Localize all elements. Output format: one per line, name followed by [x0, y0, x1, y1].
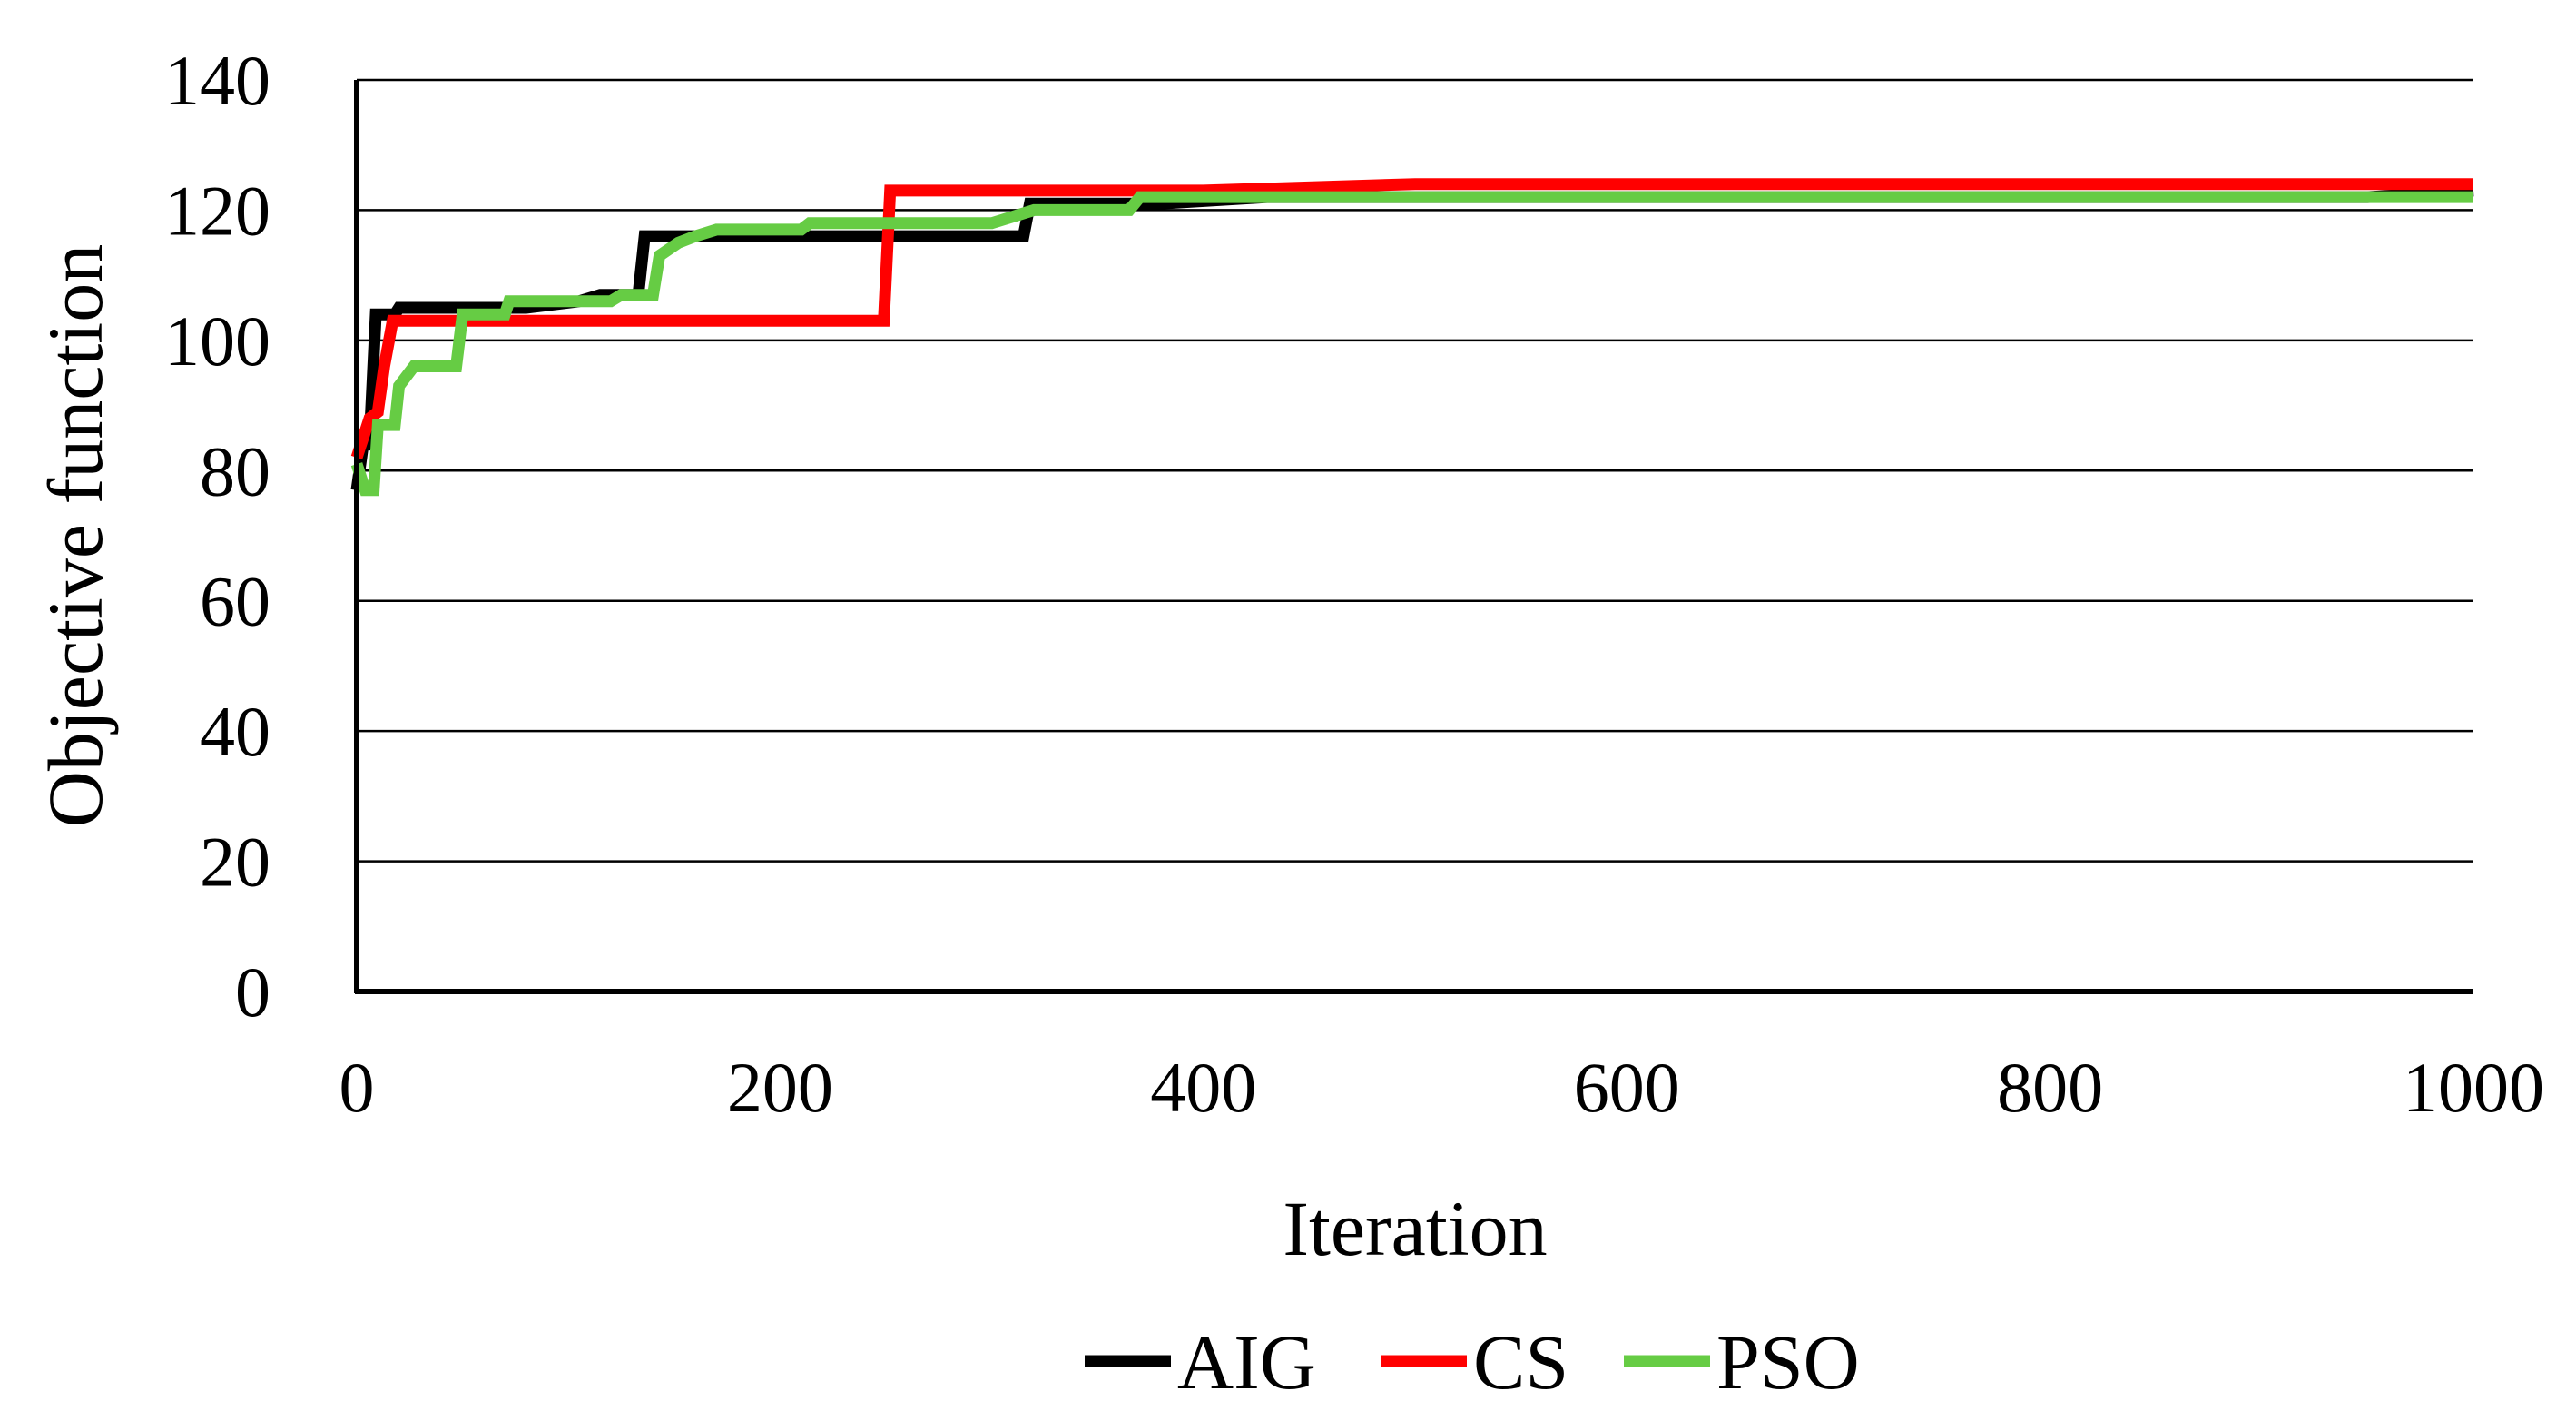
x-tick-label: 600: [1574, 1048, 1680, 1127]
y-tick-label: 120: [164, 171, 270, 250]
tick-labels: 0 20 40 60 80 100 120 140 0 200 400 600 800 1000: [164, 41, 2544, 1127]
y-tick-label: 0: [235, 952, 270, 1031]
y-tick-label: 80: [200, 431, 270, 510]
x-axis-title: Iteration: [1283, 1185, 1547, 1272]
legend-label-cs: CS: [1473, 1318, 1568, 1406]
y-tick-label: 40: [200, 692, 270, 771]
y-tick-label: 100: [164, 301, 270, 380]
legend-label-aig: AIG: [1177, 1318, 1316, 1406]
x-tick-label: 1000: [2403, 1048, 2544, 1127]
y-tick-label: 140: [164, 41, 270, 120]
series-lines: [350, 178, 2474, 497]
gridlines: [357, 78, 2473, 863]
y-tick-label: 60: [200, 562, 270, 641]
x-tick-label: 0: [339, 1048, 375, 1127]
axes: [354, 80, 2473, 994]
legend: AIG CS PSO: [1085, 1318, 1860, 1406]
series-line-cs: [350, 178, 2473, 459]
x-tick-label: 200: [727, 1048, 833, 1127]
x-tick-label: 800: [1997, 1048, 2103, 1127]
y-axis-title: Objective function: [32, 244, 119, 827]
series-line-pso: [350, 191, 2473, 497]
legend-label-pso: PSO: [1716, 1318, 1860, 1406]
y-tick-label: 20: [200, 823, 270, 902]
x-tick-label: 400: [1150, 1048, 1256, 1127]
